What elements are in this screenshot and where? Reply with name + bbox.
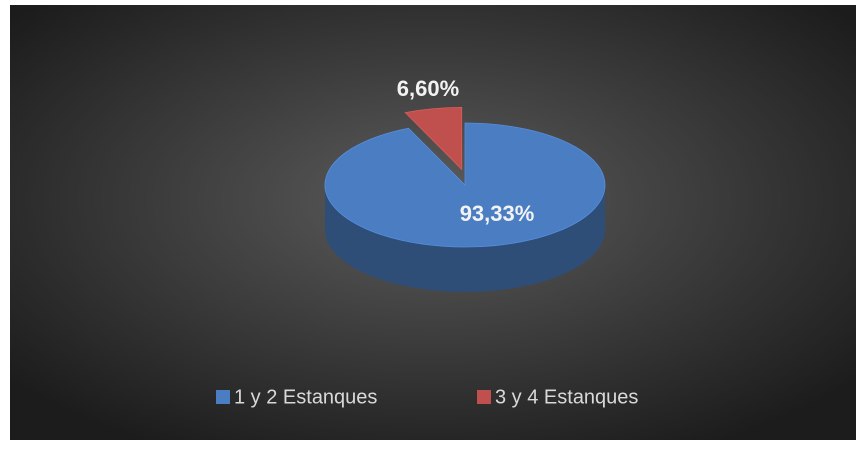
legend-label: 1 y 2 Estanques: [234, 386, 377, 408]
slice-side: [325, 185, 605, 292]
data-label: 93,33%: [460, 201, 535, 226]
slice: [324, 122, 606, 248]
slice: [404, 106, 463, 171]
legend-swatch: [477, 390, 491, 404]
legend-label: 3 y 4 Estanques: [495, 386, 638, 408]
legend-swatch: [216, 390, 230, 404]
data-label: 6,60%: [397, 76, 459, 101]
